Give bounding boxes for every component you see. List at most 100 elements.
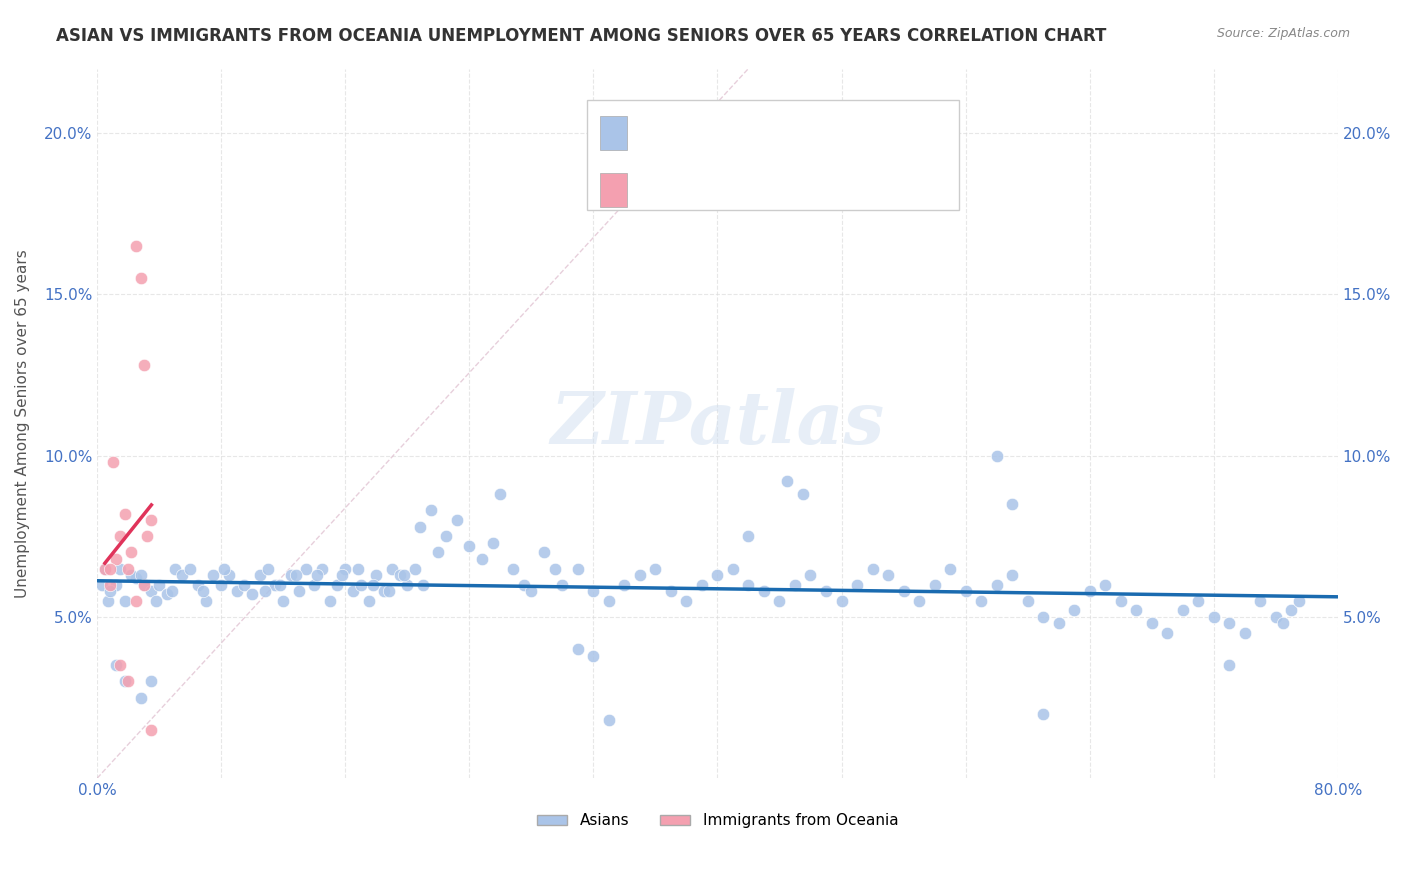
Point bbox=[350, 577, 373, 591]
Point bbox=[1279, 603, 1302, 617]
Point bbox=[120, 568, 142, 582]
Point bbox=[1140, 616, 1163, 631]
Point bbox=[191, 584, 214, 599]
Point bbox=[141, 513, 163, 527]
Point bbox=[567, 642, 589, 657]
Text: R = -0.194: R = -0.194 bbox=[637, 111, 725, 126]
Point bbox=[335, 561, 357, 575]
Point bbox=[187, 577, 209, 591]
Point bbox=[311, 561, 333, 575]
Point bbox=[104, 552, 127, 566]
Point bbox=[582, 648, 605, 663]
Point bbox=[799, 568, 821, 582]
FancyBboxPatch shape bbox=[588, 101, 959, 211]
Point bbox=[533, 545, 555, 559]
Point bbox=[326, 577, 349, 591]
Point bbox=[104, 658, 127, 673]
Text: ZIPatlas: ZIPatlas bbox=[550, 388, 884, 458]
Point bbox=[377, 584, 399, 599]
Point bbox=[409, 519, 432, 533]
Point bbox=[97, 594, 120, 608]
Text: N = 138: N = 138 bbox=[792, 111, 859, 126]
Point bbox=[295, 561, 318, 575]
Point bbox=[690, 577, 713, 591]
Point bbox=[110, 658, 132, 673]
Point bbox=[253, 584, 276, 599]
Point bbox=[366, 568, 388, 582]
Point bbox=[233, 577, 256, 591]
Point bbox=[209, 577, 232, 591]
Point bbox=[1156, 626, 1178, 640]
Point bbox=[392, 568, 415, 582]
Point bbox=[1272, 616, 1295, 631]
Point bbox=[101, 455, 124, 469]
Point bbox=[752, 584, 775, 599]
Point bbox=[1063, 603, 1085, 617]
Point bbox=[986, 449, 1008, 463]
Point bbox=[1218, 658, 1240, 673]
Point bbox=[163, 561, 186, 575]
Point bbox=[249, 568, 271, 582]
Point bbox=[319, 594, 342, 608]
Point bbox=[1109, 594, 1132, 608]
Point bbox=[1264, 610, 1286, 624]
Point bbox=[598, 713, 620, 727]
Text: ASIAN VS IMMIGRANTS FROM OCEANIA UNEMPLOYMENT AMONG SENIORS OVER 65 YEARS CORREL: ASIAN VS IMMIGRANTS FROM OCEANIA UNEMPLO… bbox=[56, 27, 1107, 45]
Point bbox=[256, 561, 278, 575]
Point bbox=[132, 577, 155, 591]
Point bbox=[481, 535, 503, 549]
Point bbox=[125, 239, 148, 253]
Point bbox=[135, 529, 157, 543]
Point bbox=[117, 674, 139, 689]
Point bbox=[551, 577, 574, 591]
Point bbox=[1094, 577, 1116, 591]
Point bbox=[1218, 616, 1240, 631]
Text: N =  19: N = 19 bbox=[792, 168, 855, 183]
Y-axis label: Unemployment Among Seniors over 65 years: Unemployment Among Seniors over 65 years bbox=[15, 249, 30, 598]
Point bbox=[776, 475, 799, 489]
Point bbox=[792, 487, 814, 501]
Point bbox=[1001, 497, 1024, 511]
Point bbox=[598, 594, 620, 608]
Point bbox=[110, 529, 132, 543]
Point bbox=[543, 561, 565, 575]
Point bbox=[307, 568, 329, 582]
Point bbox=[117, 561, 139, 575]
Point bbox=[225, 584, 247, 599]
Point bbox=[194, 594, 217, 608]
Point bbox=[737, 577, 759, 591]
Text: R =  0.364: R = 0.364 bbox=[637, 168, 725, 183]
Point bbox=[412, 577, 434, 591]
Point bbox=[396, 577, 419, 591]
Point bbox=[145, 594, 167, 608]
Point bbox=[446, 513, 468, 527]
Point bbox=[1233, 626, 1256, 640]
Point bbox=[1187, 594, 1209, 608]
FancyBboxPatch shape bbox=[599, 173, 627, 207]
Point bbox=[970, 594, 993, 608]
Point bbox=[98, 584, 121, 599]
Point bbox=[141, 674, 163, 689]
Point bbox=[613, 577, 636, 591]
Point bbox=[502, 561, 524, 575]
Point bbox=[179, 561, 201, 575]
Point bbox=[287, 584, 309, 599]
Point bbox=[1017, 594, 1039, 608]
Point bbox=[132, 359, 155, 373]
Point bbox=[280, 568, 302, 582]
Point bbox=[264, 577, 287, 591]
Point bbox=[1249, 594, 1271, 608]
Point bbox=[567, 561, 589, 575]
Point bbox=[284, 568, 307, 582]
Point bbox=[373, 584, 395, 599]
Point bbox=[202, 568, 225, 582]
Point bbox=[737, 529, 759, 543]
Point bbox=[98, 561, 121, 575]
Point bbox=[90, 577, 112, 591]
Point bbox=[831, 594, 853, 608]
Point bbox=[908, 594, 931, 608]
Point bbox=[955, 584, 977, 599]
Point bbox=[924, 577, 946, 591]
Point bbox=[330, 568, 353, 582]
Point bbox=[659, 584, 682, 599]
